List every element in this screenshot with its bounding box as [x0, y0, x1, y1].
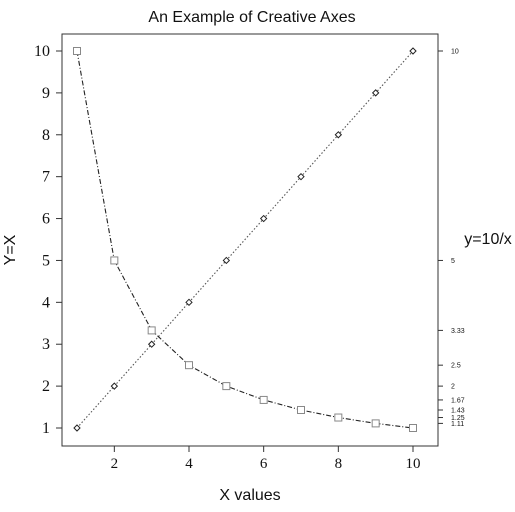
series-1-point [185, 298, 193, 307]
series-1-point [73, 424, 81, 432]
chart-title: An Example of Creative Axes [148, 9, 355, 26]
series-2-point [73, 47, 81, 55]
right-tick-label: 2 [451, 384, 455, 391]
right-tick-label: 1.11 [451, 421, 464, 428]
y-tick-label: 1 [42, 420, 50, 437]
y-tick-label: 4 [42, 294, 50, 311]
series-2-point [297, 405, 305, 414]
series-1-line [76, 50, 414, 429]
x-axis-ticks: 2 4 6 8 10 [111, 446, 421, 472]
y-axis-label: Y=X [2, 234, 19, 265]
y-tick-label: 8 [42, 127, 50, 144]
x-tick-label: 4 [185, 456, 193, 472]
y-tick-label: 5 [42, 252, 50, 269]
right-axis-ticks: 1.111.251.43 1.67 2 2.5 3.33 5 10 [438, 49, 465, 428]
plot-frame [61, 33, 439, 447]
x-tick-label: 10 [406, 456, 421, 472]
series-1-point [334, 131, 343, 139]
series-layer [73, 47, 417, 432]
right-axis-label: y=10/x [464, 231, 512, 248]
y-tick-label: 3 [42, 336, 50, 353]
right-tick-label: 3.33 [451, 328, 465, 335]
x-axis-label: X values [219, 487, 280, 504]
series-2-point [334, 413, 343, 422]
x-tick-label: 6 [260, 456, 268, 472]
series-2-point [222, 382, 231, 391]
y-tick-label: 2 [42, 378, 50, 395]
series-2-line [76, 50, 414, 429]
series-1-point [110, 382, 119, 390]
series-1-point [409, 47, 417, 55]
right-tick-label: 1.43 [451, 407, 465, 414]
right-tick-label: 1.25 [451, 415, 465, 422]
right-tick-label: 10 [451, 49, 459, 56]
series-1-point [371, 89, 380, 97]
right-tick-label: 5 [451, 258, 455, 265]
series-2-point [371, 419, 380, 428]
y-tick-label: 10 [34, 43, 50, 60]
y-tick-label: 6 [42, 211, 50, 228]
y-tick-label: 9 [42, 85, 50, 102]
series-1-point [297, 172, 305, 181]
series-1-point [147, 340, 156, 348]
series-2-point [185, 361, 193, 370]
right-tick-label: 1.67 [451, 397, 465, 404]
y-tick-label: 7 [42, 169, 50, 186]
right-tick-label: 2.5 [451, 363, 461, 370]
series-1-point [222, 256, 231, 265]
x-tick-label: 8 [335, 456, 343, 472]
series-2-point [409, 424, 417, 432]
series-2-point [110, 256, 119, 265]
series-2-point [259, 395, 268, 404]
series-1-point [259, 214, 268, 223]
series-2-point [147, 326, 156, 335]
x-tick-label: 2 [111, 456, 119, 472]
y-axis-ticks: 1 2 3 4 5 6 7 8 9 10 [34, 43, 62, 437]
